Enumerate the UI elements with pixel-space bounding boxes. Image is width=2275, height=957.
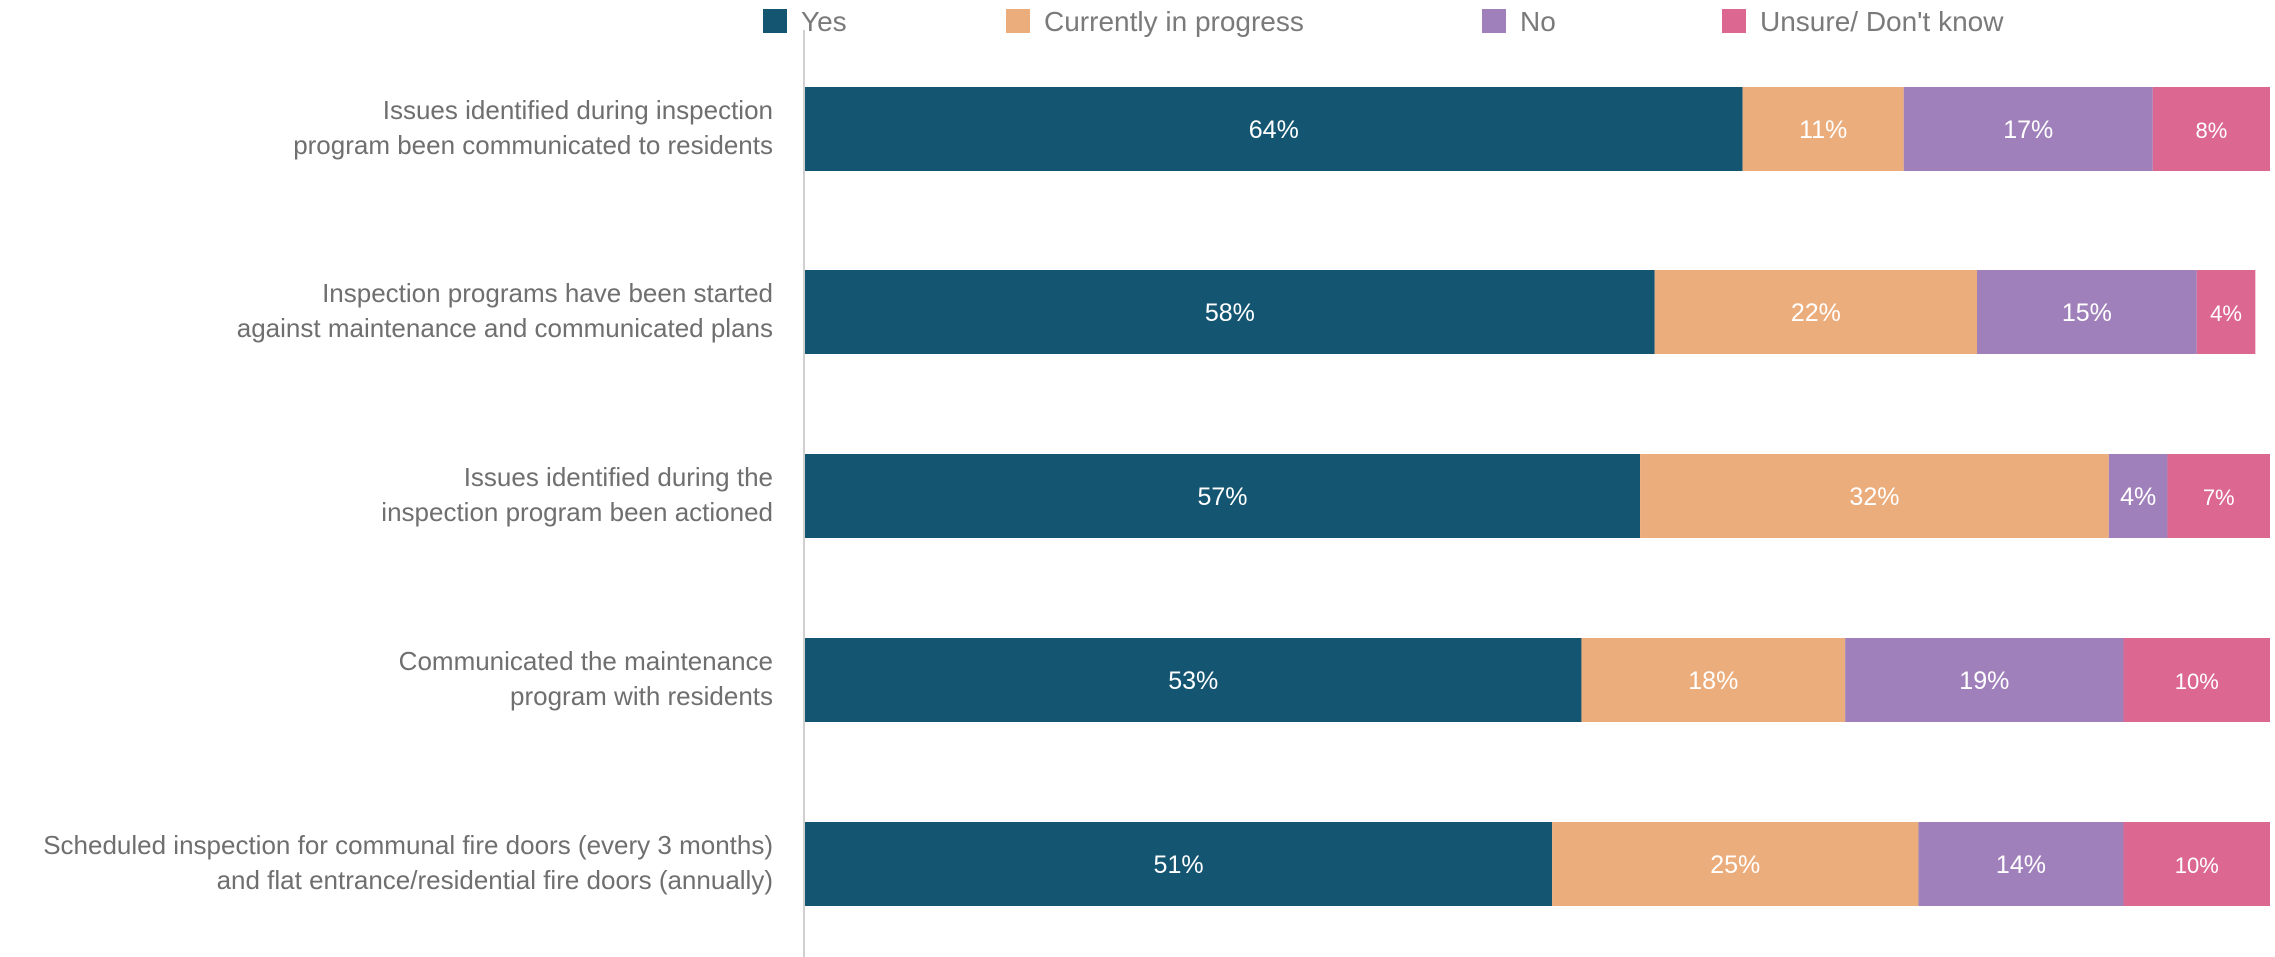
data-label: 10% [2175,853,2219,878]
data-label: 64% [1249,116,1299,144]
bar-segment-unsure-don-t-know [2152,87,2270,171]
category-label: inspection program been actioned [381,497,773,527]
data-label: 53% [1168,667,1218,695]
data-label: 58% [1205,299,1255,327]
data-label: 22% [1791,299,1841,327]
legend-swatch-currently-in-progress [1006,9,1030,33]
data-label: 4% [2120,483,2156,511]
bar-segment-unsure-don-t-know [2123,822,2270,906]
bars: 64% 11% 17% 8% 58% 22% 15% 4% 57% 32% 4% 7% 53% 18% 19… [805,87,2270,906]
data-label: 15% [2062,299,2112,327]
bar-segment-yes [805,638,1582,722]
data-label: 51% [1154,851,1204,879]
bar-segment-no [1903,87,2153,171]
category-label: Communicated the maintenance [399,646,773,676]
legend-swatch-yes [763,9,787,33]
bar-segment-currently-in-progress [1552,822,1919,906]
category-label: and flat entrance/residential fire doors… [217,865,773,895]
legend-label-currently-in-progress: Currently in progress [1044,6,1304,37]
data-label: 25% [1710,851,1760,879]
category-label: against maintenance and communicated pla… [237,313,773,343]
data-label: 11% [1799,116,1847,144]
legend-label-unsure-don-t-know: Unsure/ Don't know [1760,6,2004,37]
category-label: Issues identified during inspection [383,95,773,125]
data-label: 19% [1959,667,2009,695]
data-label: 17% [2003,116,2053,144]
bar-segment-yes [805,822,1553,906]
category-label: Issues identified during the [464,462,773,492]
data-label: 57% [1198,483,1248,511]
bar-segment-unsure-don-t-know [2123,638,2270,722]
bar-segment-no [1977,270,2197,354]
bar-segment-no [1918,822,2124,906]
data-label: 14% [1996,851,2046,879]
bar-segment-currently-in-progress [1640,454,2109,538]
legend-label-yes: Yes [801,6,847,37]
data-label: 10% [2175,669,2219,694]
category-label: program with residents [510,681,773,711]
category-labels: Issues identified during inspection progr… [43,95,773,895]
category-label: Inspection programs have been started [322,278,773,308]
category-label: program been communicated to residents [293,130,773,160]
bar-segment-unsure-don-t-know [2167,454,2270,538]
bar-segment-no [2108,454,2168,538]
bar-segment-yes [805,270,1655,354]
bar-segment-yes [805,454,1641,538]
data-label: 7% [2203,485,2235,510]
data-label: 32% [1849,483,1899,511]
legend: Yes Currently in progress No Unsure/ Don't … [763,6,2004,37]
bar-segment-no [1845,638,2124,722]
bar-segment-unsure-don-t-know [2196,270,2256,354]
bar-segment-currently-in-progress [1581,638,1846,722]
data-label: 18% [1688,667,1738,695]
category-label: Scheduled inspection for communal fire d… [43,830,773,860]
data-label: 4% [2210,301,2242,326]
bar-segment-yes [805,87,1743,171]
bar-segment-currently-in-progress [1742,87,1904,171]
bar-segment-currently-in-progress [1654,270,1977,354]
legend-swatch-unsure-don-t-know [1722,9,1746,33]
legend-swatch-no [1482,9,1506,33]
legend-label-no: No [1520,6,1556,37]
data-label: 8% [2196,118,2228,143]
